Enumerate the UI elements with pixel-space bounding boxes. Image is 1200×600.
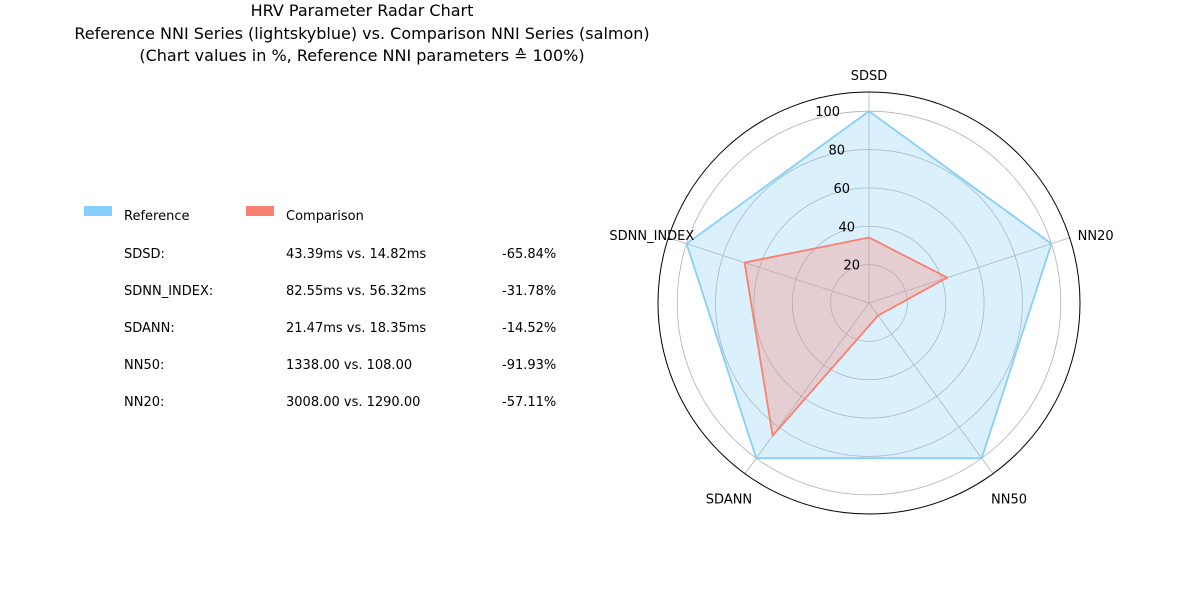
series-fill-reference: [686, 111, 1052, 459]
legend-swatch-comparison: [246, 206, 274, 216]
table-row-change: -65.84%: [502, 247, 557, 262]
radial-tick-label: 100: [815, 105, 840, 120]
legend-label-reference: Reference: [124, 209, 190, 224]
series-line-reference: [685, 110, 1053, 460]
radial-tick-label: 20: [843, 259, 860, 274]
table-row-change: -57.11%: [502, 395, 557, 410]
table-row-param: NN50:: [124, 358, 165, 373]
category-label: NN50: [991, 493, 1027, 508]
chart-subtitle-note: (Chart values in %, Reference NNI parame…: [139, 46, 585, 65]
series-line-comparison: [743, 236, 949, 437]
table-row-param: SDSD:: [124, 247, 165, 262]
table-row-values: 82.55ms vs. 56.32ms: [286, 284, 427, 299]
grid-spoke: [868, 237, 1070, 304]
category-label: SDSD: [851, 69, 888, 84]
category-label: NN20: [1078, 229, 1114, 244]
table-row-param: SDANN:: [124, 321, 175, 336]
grid-spoke: [744, 302, 870, 474]
table-row-change: -14.52%: [502, 321, 557, 336]
category-label: SDANN: [706, 493, 752, 508]
chart-title-block: HRV Parameter Radar Chart Reference NNI …: [0, 0, 724, 68]
table-row-values: 21.47ms vs. 18.35ms: [286, 321, 427, 336]
grid-spoke: [868, 302, 994, 474]
chart-subtitle: Reference NNI Series (lightskyblue) vs. …: [74, 23, 650, 43]
radial-tick-label: 40: [838, 220, 855, 235]
radial-tick-label: 80: [829, 144, 846, 159]
table-row-param: SDNN_INDEX:: [124, 284, 214, 299]
grid-spoke: [668, 237, 870, 304]
legend-swatch-reference: [84, 206, 112, 216]
table-row-values: 1338.00 vs. 108.00: [286, 358, 413, 373]
table-row-param: NN20:: [124, 395, 165, 410]
table-row-change: -91.93%: [502, 358, 557, 373]
radial-tick-label: 60: [833, 182, 850, 197]
series-fill-comparison: [744, 237, 948, 436]
table-row-change: -31.78%: [502, 284, 557, 299]
radar-frame: [657, 91, 1081, 515]
table-row-values: 43.39ms vs. 14.82ms: [286, 247, 427, 262]
table-row-values: 3008.00 vs. 1290.00: [286, 395, 421, 410]
category-label: SDNN_INDEX: [609, 229, 694, 244]
legend-label-comparison: Comparison: [286, 209, 364, 224]
chart-title: HRV Parameter Radar Chart: [250, 1, 474, 20]
